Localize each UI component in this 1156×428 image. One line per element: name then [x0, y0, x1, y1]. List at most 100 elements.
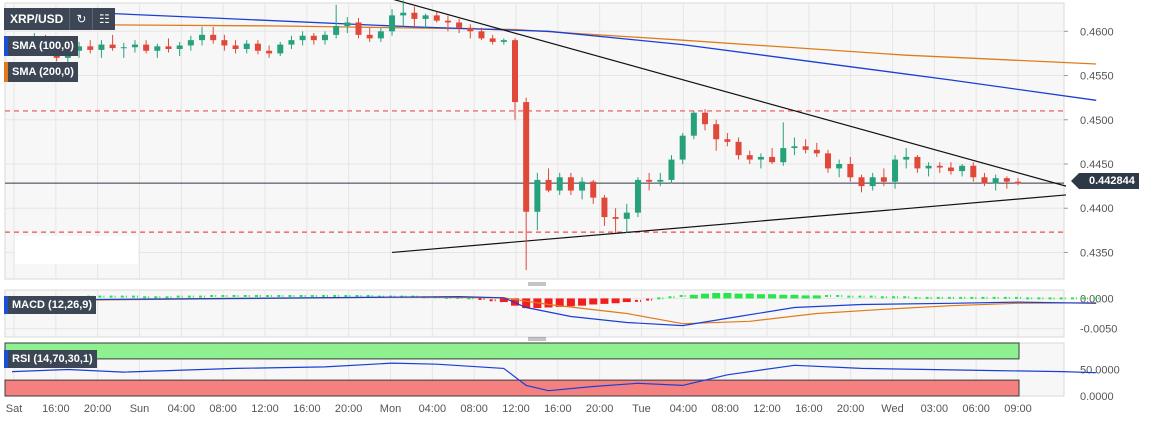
- candle-body-43: [489, 38, 496, 42]
- x-tick-label-4: 04:00: [168, 403, 196, 415]
- x-tick-label-7: 16:00: [293, 403, 321, 415]
- candle-body-62: [702, 112, 709, 125]
- candle-body-53: [601, 197, 608, 218]
- candle-body-34: [389, 15, 396, 32]
- candle-body-75: [847, 164, 854, 178]
- macd-hist-64: [723, 293, 732, 299]
- candle-body-20: [232, 45, 239, 49]
- x-tick-label-5: 08:00: [209, 403, 237, 415]
- x-tick-label-22: 03:00: [921, 403, 949, 415]
- x-tick-label-9: Mon: [380, 403, 401, 415]
- x-tick-label-17: 08:00: [711, 403, 739, 415]
- candle-body-58: [657, 179, 664, 182]
- x-tick-label-8: 20:00: [335, 403, 363, 415]
- blank-overlay: [15, 236, 138, 264]
- candle-body-14: [165, 46, 172, 49]
- macd-hist-52: [589, 298, 598, 305]
- macd-hist-65: [734, 293, 743, 299]
- x-tick-label-16: 04:00: [670, 403, 698, 415]
- candle-body-24: [277, 44, 284, 54]
- candle-body-52: [590, 181, 597, 198]
- macd-line: [11, 295, 1097, 327]
- candle-body-82: [925, 165, 932, 169]
- x-tick-label-3: Sun: [130, 403, 150, 415]
- x-tick-label-15: Tue: [632, 403, 651, 415]
- sma100-line: [11, 8, 1097, 101]
- calendar-icon[interactable]: ☷: [92, 8, 115, 30]
- candle-body-23: [266, 50, 273, 54]
- candle-body-45: [512, 40, 518, 103]
- y-tick-label-1: 0.4550: [1080, 71, 1114, 83]
- macd-hist-70: [790, 294, 799, 299]
- x-tick-label-2: 20:00: [84, 403, 112, 415]
- x-tick-label-10: 04:00: [419, 403, 447, 415]
- x-tick-label-21: Wed: [881, 403, 903, 415]
- macd-tick-label-1: -0.0050: [1080, 324, 1117, 336]
- candle-body-15: [176, 45, 183, 49]
- macd-hist-48: [544, 298, 553, 308]
- candle-body-60: [679, 135, 686, 160]
- candle-body-29: [333, 26, 340, 35]
- candle-body-9: [109, 44, 116, 49]
- macd-hist-67: [756, 294, 765, 299]
- x-tick-label-20: 20:00: [837, 403, 865, 415]
- y-tick-label-4: 0.4400: [1080, 203, 1114, 215]
- candle-body-13: [154, 46, 161, 51]
- rsi-label[interactable]: RSI (14,70,30,1): [4, 350, 97, 368]
- sma100-label[interactable]: SMA (100,0): [4, 36, 78, 56]
- candle-body-16: [187, 40, 194, 46]
- symbol-label[interactable]: XRP/USD: [10, 12, 64, 26]
- macd-hist-68: [768, 294, 777, 299]
- macd-hist-50: [566, 298, 575, 307]
- rsi-line: [11, 362, 1097, 392]
- candle-body-19: [221, 40, 228, 46]
- y-tick-label-0: 0.4600: [1080, 26, 1114, 38]
- candle-body-57: [646, 179, 653, 182]
- candle-body-71: [802, 146, 809, 150]
- candle-body-70: [791, 146, 798, 149]
- y-tick-label-5: 0.4350: [1080, 247, 1114, 259]
- candle-body-47: [534, 179, 541, 212]
- candle-body-84: [947, 167, 954, 172]
- sma200-label[interactable]: SMA (200,0): [4, 62, 78, 82]
- candle-body-67: [757, 156, 764, 160]
- candle-body-32: [366, 34, 373, 39]
- candle-body-42: [478, 31, 485, 39]
- x-tick-label-23: 06:00: [962, 403, 990, 415]
- candle-body-35: [400, 12, 407, 16]
- candle-body-22: [254, 43, 261, 51]
- macd-hist-62: [701, 293, 710, 299]
- candle-body-36: [411, 12, 418, 19]
- x-tick-label-18: 12:00: [753, 403, 781, 415]
- macd-label[interactable]: MACD (12,26,9): [4, 296, 97, 314]
- candle-body-26: [299, 35, 306, 41]
- macd-hist-55: [622, 298, 631, 303]
- candle-body-44: [500, 40, 507, 42]
- candle-body-54: [612, 217, 619, 219]
- candle-body-76: [858, 177, 865, 187]
- macd-hist-63: [712, 293, 721, 299]
- candle-body-78: [880, 177, 887, 182]
- candle-body-83: [936, 165, 943, 168]
- macd-hist-72: [812, 295, 821, 299]
- candle-body-18: [210, 34, 217, 41]
- candle-body-49: [556, 177, 563, 191]
- candle-body-87: [981, 177, 988, 184]
- candle-body-85: [959, 165, 966, 172]
- macd-hist-61: [689, 294, 698, 299]
- candle-body-73: [824, 153, 831, 169]
- candle-body-27: [310, 35, 317, 41]
- candle-body-72: [813, 149, 820, 154]
- candle-body-63: [713, 124, 720, 140]
- rsi-oversold-zone: [4, 379, 1020, 397]
- candle-body-51: [579, 181, 586, 191]
- refresh-icon[interactable]: ↻: [69, 8, 92, 30]
- current-price-label: 0.442844: [1071, 173, 1139, 189]
- candle-body-28: [321, 34, 328, 41]
- x-tick-label-0: Sat: [6, 403, 23, 415]
- macd-hist-69: [779, 294, 788, 299]
- trendline-upper: [393, 0, 1067, 187]
- candle-body-77: [869, 177, 876, 187]
- y-tick-label-2: 0.4500: [1080, 115, 1114, 127]
